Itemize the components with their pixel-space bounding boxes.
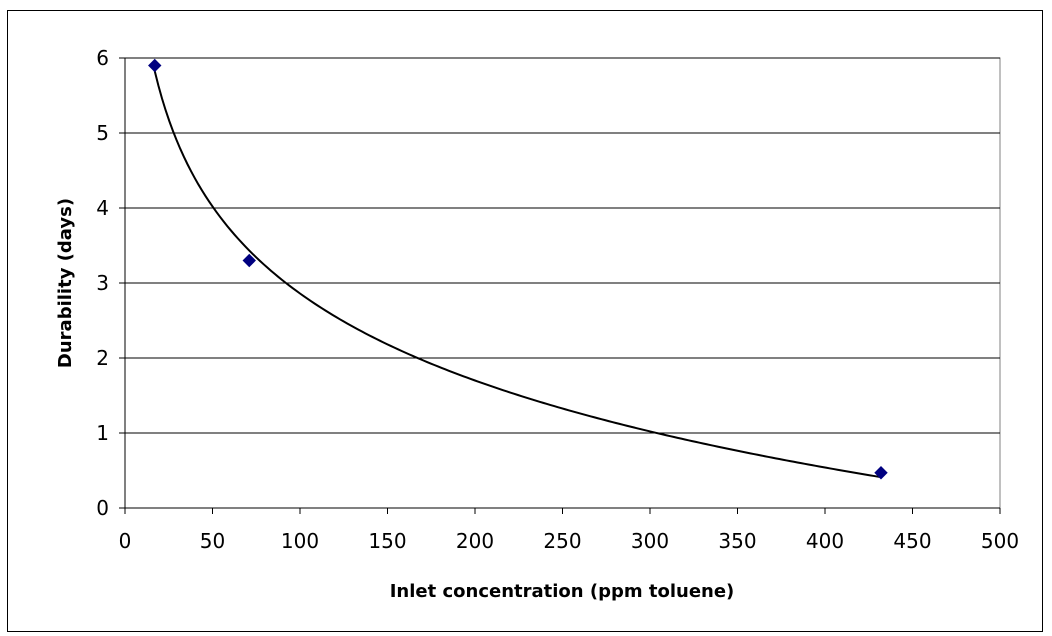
data-point [242, 253, 256, 268]
axes [119, 57, 1001, 514]
data-point [874, 466, 888, 480]
x-tick-label: 50 [200, 529, 225, 553]
x-tick-label: 400 [806, 529, 844, 553]
x-tick-label: 300 [631, 529, 669, 553]
data-points [148, 58, 888, 480]
x-tick-label: 450 [893, 529, 931, 553]
y-tick-label: 5 [96, 121, 109, 145]
x-axis-title: Inlet concentration (ppm toluene) [390, 581, 735, 602]
y-tick-label: 0 [96, 496, 109, 520]
y-axis-title: Durability (days) [55, 198, 76, 368]
y-tick-label: 6 [96, 46, 109, 70]
x-tick-label: 0 [119, 529, 132, 553]
x-tick-label: 350 [718, 529, 756, 553]
log-trendline [153, 70, 882, 479]
data-point [148, 58, 162, 73]
x-tick-label: 200 [456, 529, 494, 553]
gridlines [125, 57, 1000, 434]
x-tick-label: 100 [281, 529, 319, 553]
tick-labels: 0 1 2 3 4 5 6 0 50 100 150 200 250 300 350 400 450 500 [96, 46, 1019, 553]
y-tick-label: 4 [96, 196, 109, 220]
y-tick-label: 2 [96, 346, 109, 370]
y-tick-label: 3 [96, 271, 109, 295]
trendline-layer [153, 70, 882, 479]
x-tick-label: 250 [543, 529, 581, 553]
x-tick-label: 150 [368, 529, 406, 553]
y-tick-label: 1 [96, 421, 109, 445]
x-tick-label: 500 [981, 529, 1019, 553]
